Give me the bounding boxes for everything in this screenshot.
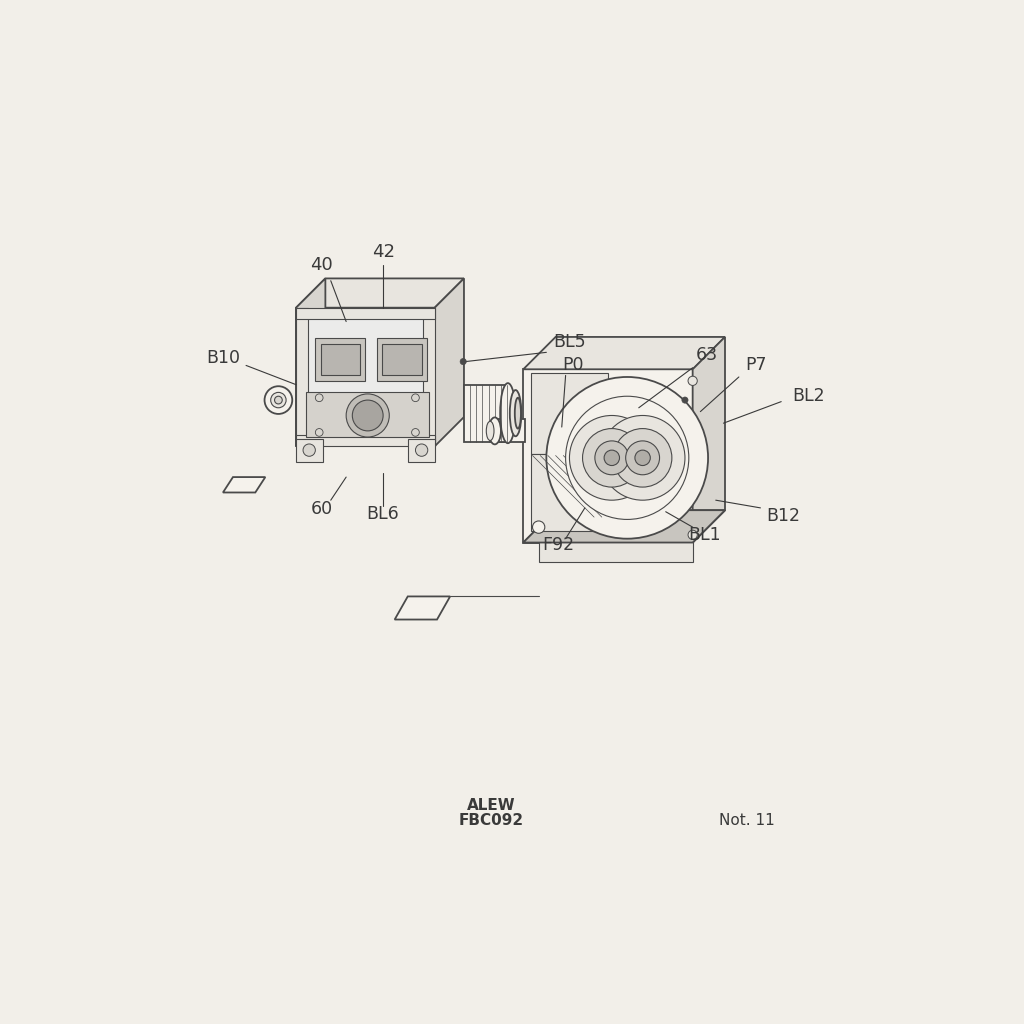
- Polygon shape: [296, 435, 435, 446]
- Text: BL6: BL6: [367, 505, 399, 523]
- Text: P7: P7: [745, 356, 767, 375]
- Polygon shape: [523, 370, 692, 543]
- Circle shape: [565, 396, 689, 519]
- Polygon shape: [296, 307, 307, 446]
- Circle shape: [303, 444, 315, 457]
- Circle shape: [412, 429, 419, 436]
- Circle shape: [604, 451, 620, 466]
- Polygon shape: [497, 420, 524, 442]
- Text: B12: B12: [767, 507, 801, 524]
- Polygon shape: [296, 438, 323, 462]
- Circle shape: [569, 416, 654, 500]
- Circle shape: [264, 386, 292, 414]
- Text: 42: 42: [372, 244, 394, 261]
- Polygon shape: [408, 438, 435, 462]
- Text: 40: 40: [310, 256, 333, 274]
- Ellipse shape: [500, 383, 515, 443]
- Circle shape: [613, 429, 672, 487]
- Polygon shape: [423, 307, 435, 446]
- Text: BL2: BL2: [792, 387, 824, 406]
- Circle shape: [600, 416, 685, 500]
- Ellipse shape: [488, 418, 501, 444]
- Circle shape: [595, 441, 629, 475]
- Ellipse shape: [515, 397, 521, 429]
- Text: BL5: BL5: [553, 334, 586, 351]
- Polygon shape: [382, 344, 422, 376]
- Circle shape: [688, 376, 697, 385]
- Text: ALEW: ALEW: [467, 798, 515, 813]
- Polygon shape: [531, 373, 608, 454]
- Polygon shape: [304, 315, 427, 442]
- Circle shape: [532, 521, 545, 534]
- Polygon shape: [523, 510, 725, 543]
- Circle shape: [270, 392, 286, 408]
- Circle shape: [583, 429, 641, 487]
- Circle shape: [346, 394, 389, 437]
- Text: F92: F92: [542, 536, 574, 554]
- Circle shape: [635, 451, 650, 466]
- Polygon shape: [539, 539, 692, 562]
- Circle shape: [416, 444, 428, 457]
- Polygon shape: [464, 385, 508, 442]
- Circle shape: [688, 530, 697, 540]
- Ellipse shape: [486, 421, 494, 440]
- Text: 63: 63: [695, 346, 718, 365]
- Text: P0: P0: [562, 356, 584, 375]
- Text: Not. 11: Not. 11: [719, 813, 774, 828]
- Polygon shape: [377, 339, 427, 381]
- Polygon shape: [296, 279, 464, 307]
- Polygon shape: [394, 596, 451, 620]
- Circle shape: [626, 441, 659, 475]
- Polygon shape: [523, 510, 725, 543]
- Circle shape: [274, 396, 283, 403]
- Polygon shape: [296, 307, 435, 319]
- Polygon shape: [306, 392, 429, 437]
- Polygon shape: [296, 279, 326, 446]
- Polygon shape: [435, 279, 464, 446]
- Circle shape: [412, 394, 419, 401]
- Polygon shape: [315, 339, 366, 381]
- Polygon shape: [523, 337, 725, 370]
- Polygon shape: [296, 307, 435, 446]
- Circle shape: [547, 377, 708, 539]
- Text: BL1: BL1: [688, 526, 721, 544]
- Ellipse shape: [510, 390, 521, 436]
- Polygon shape: [531, 454, 604, 531]
- Circle shape: [460, 358, 466, 365]
- Text: B10: B10: [206, 349, 240, 367]
- Polygon shape: [692, 337, 725, 543]
- Text: 60: 60: [310, 501, 333, 518]
- Text: FBC092: FBC092: [459, 813, 523, 828]
- Circle shape: [315, 394, 323, 401]
- Polygon shape: [223, 477, 265, 493]
- Circle shape: [682, 397, 688, 403]
- Circle shape: [315, 429, 323, 436]
- Circle shape: [352, 400, 383, 431]
- Polygon shape: [321, 344, 360, 376]
